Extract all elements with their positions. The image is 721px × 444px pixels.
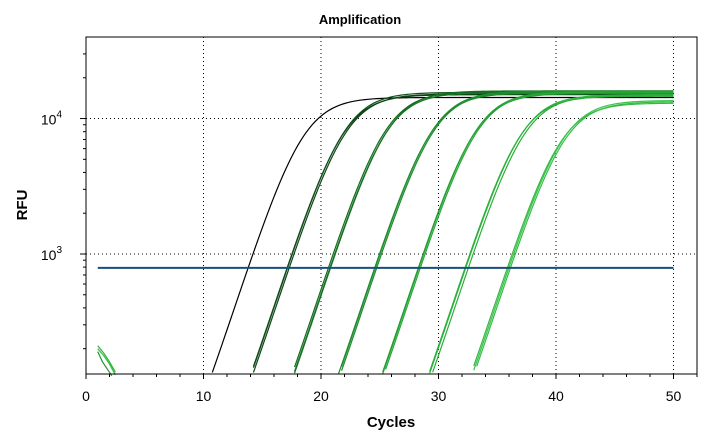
amplification-curve — [382, 91, 674, 374]
y-tick-label: 104 — [41, 110, 63, 128]
amplification-curves — [211, 90, 674, 374]
x-tick-label: 30 — [431, 388, 447, 404]
x-tick-label: 40 — [548, 388, 564, 404]
plot-area — [83, 36, 698, 377]
y-axis-label: RFU — [14, 190, 31, 221]
baseline-noise-trace — [97, 345, 116, 373]
x-axis-ticks: 0 10 20 30 40 50 — [82, 374, 698, 404]
baseline-noise-trace — [97, 348, 116, 376]
amplification-curve — [429, 94, 674, 374]
x-axis-label: Cycles — [367, 414, 415, 431]
baseline-noise — [97, 345, 116, 377]
x-tick-label: 0 — [82, 388, 90, 404]
plot-frame — [86, 37, 697, 374]
y-axis-ticks: 103 104 — [41, 110, 86, 263]
y-tick-label: 103 — [41, 245, 63, 263]
amplification-curve — [385, 91, 674, 370]
amplification-curve — [473, 100, 674, 371]
chart-title: Amplification — [319, 12, 401, 27]
amplification-curve — [432, 94, 674, 373]
x-tick-label: 20 — [313, 388, 329, 404]
x-tick-label: 10 — [196, 388, 212, 404]
amplification-curve — [476, 101, 674, 367]
x-tick-label: 50 — [666, 388, 682, 404]
baseline-noise-trace — [97, 351, 113, 377]
